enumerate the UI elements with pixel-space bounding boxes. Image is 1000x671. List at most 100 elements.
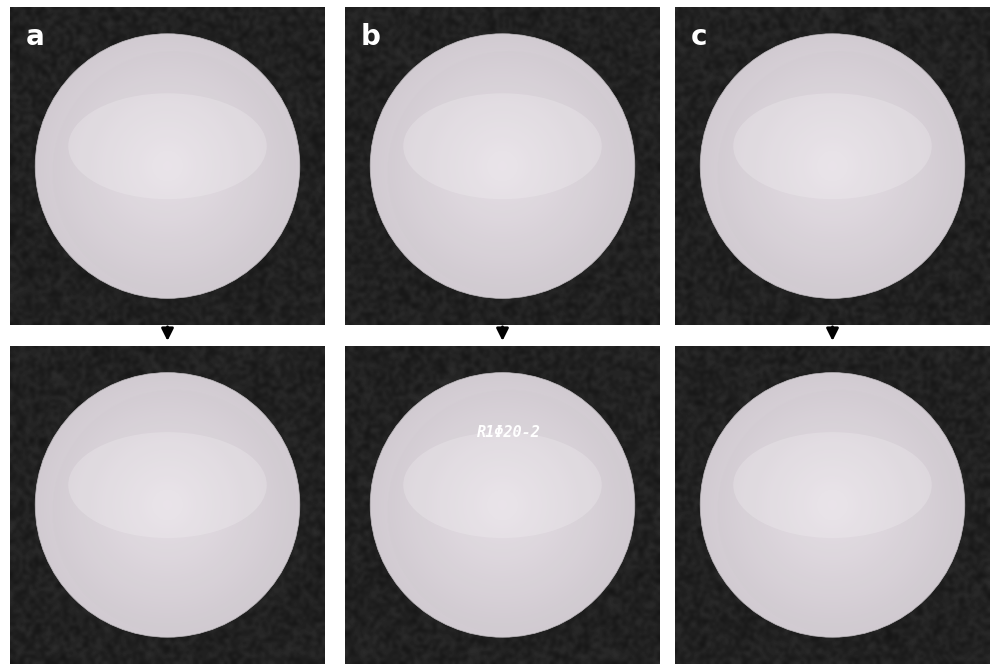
Ellipse shape — [721, 55, 944, 277]
Ellipse shape — [46, 44, 289, 288]
Ellipse shape — [489, 492, 516, 518]
Ellipse shape — [85, 423, 250, 587]
Ellipse shape — [481, 484, 524, 526]
Ellipse shape — [801, 134, 864, 198]
Ellipse shape — [378, 42, 627, 291]
Ellipse shape — [479, 481, 526, 529]
Ellipse shape — [471, 473, 534, 537]
Ellipse shape — [471, 134, 534, 198]
Ellipse shape — [62, 60, 273, 272]
Ellipse shape — [825, 158, 840, 174]
Ellipse shape — [120, 458, 215, 552]
Ellipse shape — [59, 58, 276, 274]
Ellipse shape — [717, 51, 961, 295]
Ellipse shape — [405, 68, 600, 264]
Ellipse shape — [458, 121, 547, 211]
Ellipse shape — [811, 484, 854, 526]
Ellipse shape — [426, 89, 579, 243]
Ellipse shape — [43, 42, 292, 291]
Ellipse shape — [133, 470, 202, 539]
Ellipse shape — [705, 39, 960, 293]
Ellipse shape — [420, 423, 585, 587]
Ellipse shape — [743, 76, 922, 256]
Ellipse shape — [434, 436, 571, 574]
Ellipse shape — [500, 503, 505, 507]
Ellipse shape — [370, 34, 635, 299]
Ellipse shape — [756, 89, 909, 243]
Ellipse shape — [154, 153, 181, 179]
Ellipse shape — [717, 390, 961, 633]
Ellipse shape — [769, 103, 896, 229]
Ellipse shape — [803, 476, 862, 534]
Ellipse shape — [78, 415, 257, 595]
Ellipse shape — [426, 428, 579, 582]
Ellipse shape — [750, 423, 915, 587]
Ellipse shape — [165, 164, 170, 168]
Ellipse shape — [80, 79, 255, 254]
Ellipse shape — [790, 123, 875, 209]
Ellipse shape — [447, 450, 558, 560]
Ellipse shape — [154, 492, 181, 518]
Ellipse shape — [444, 447, 561, 563]
Ellipse shape — [101, 439, 234, 571]
Ellipse shape — [109, 108, 226, 224]
Ellipse shape — [52, 51, 296, 295]
Ellipse shape — [788, 460, 877, 550]
Ellipse shape — [38, 36, 297, 296]
Ellipse shape — [758, 92, 907, 240]
Ellipse shape — [439, 103, 566, 229]
Ellipse shape — [130, 468, 205, 542]
Ellipse shape — [772, 105, 893, 227]
Ellipse shape — [415, 79, 590, 254]
Ellipse shape — [123, 460, 212, 550]
Ellipse shape — [138, 476, 197, 534]
Ellipse shape — [68, 93, 267, 199]
Ellipse shape — [394, 58, 611, 274]
Ellipse shape — [801, 473, 864, 537]
Ellipse shape — [115, 452, 220, 558]
Ellipse shape — [434, 97, 571, 235]
Ellipse shape — [402, 405, 603, 605]
Ellipse shape — [136, 473, 199, 537]
Ellipse shape — [160, 158, 175, 174]
Ellipse shape — [431, 433, 574, 576]
Ellipse shape — [144, 481, 191, 529]
Ellipse shape — [96, 95, 239, 238]
Ellipse shape — [136, 134, 199, 198]
Ellipse shape — [125, 123, 210, 209]
Ellipse shape — [387, 390, 631, 633]
Ellipse shape — [112, 111, 223, 221]
Ellipse shape — [133, 132, 202, 201]
Ellipse shape — [716, 389, 949, 621]
Ellipse shape — [423, 87, 582, 246]
Ellipse shape — [160, 497, 175, 513]
Ellipse shape — [112, 450, 223, 560]
Ellipse shape — [56, 55, 279, 277]
Ellipse shape — [468, 470, 537, 539]
Ellipse shape — [436, 439, 569, 571]
Ellipse shape — [38, 375, 297, 635]
Ellipse shape — [455, 458, 550, 552]
Ellipse shape — [104, 103, 231, 229]
Ellipse shape — [162, 161, 173, 171]
Ellipse shape — [381, 383, 624, 627]
Ellipse shape — [756, 428, 909, 582]
Ellipse shape — [99, 97, 236, 235]
Ellipse shape — [162, 500, 173, 510]
Ellipse shape — [811, 145, 854, 187]
Text: b: b — [361, 23, 381, 50]
Ellipse shape — [407, 71, 598, 261]
Ellipse shape — [782, 455, 883, 555]
Ellipse shape — [803, 137, 862, 195]
Ellipse shape — [724, 397, 941, 613]
Ellipse shape — [733, 432, 932, 538]
Ellipse shape — [96, 433, 239, 576]
Ellipse shape — [420, 84, 585, 248]
Ellipse shape — [465, 468, 540, 542]
Ellipse shape — [822, 156, 843, 176]
Ellipse shape — [463, 126, 542, 206]
Ellipse shape — [460, 123, 545, 209]
Ellipse shape — [375, 39, 630, 293]
Ellipse shape — [790, 462, 875, 548]
Ellipse shape — [819, 153, 846, 179]
